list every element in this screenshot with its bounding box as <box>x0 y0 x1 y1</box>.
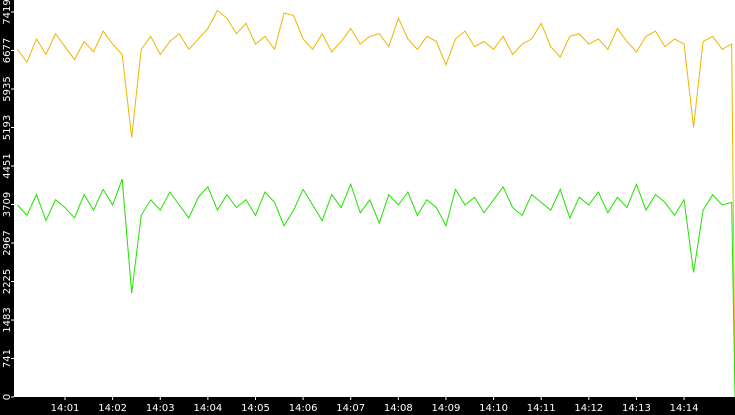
y-tick-label: 0 <box>2 394 13 400</box>
series-line <box>17 178 735 398</box>
y-axis-strip <box>0 0 14 415</box>
y-tick-label: 5193 <box>2 115 13 140</box>
x-tick-label: 14:14 <box>670 403 699 414</box>
y-tick-label: 5935 <box>2 76 13 101</box>
y-tick-label: 2967 <box>2 230 13 255</box>
y-tick-label: 7419 <box>2 0 13 25</box>
x-tick-label: 14:01 <box>51 403 80 414</box>
x-tick-label: 14:10 <box>479 403 508 414</box>
x-tick-label: 14:07 <box>336 403 365 414</box>
x-tick-label: 14:12 <box>574 403 603 414</box>
y-tick-label: 4451 <box>2 153 13 178</box>
x-tick-label: 14:13 <box>622 403 651 414</box>
x-axis-strip <box>0 397 735 415</box>
x-tick-label: 14:05 <box>241 403 270 414</box>
x-tick-label: 14:03 <box>146 403 175 414</box>
x-tick-label: 14:08 <box>384 403 413 414</box>
y-tick-label: 1483 <box>2 307 13 332</box>
x-tick-label: 14:02 <box>98 403 127 414</box>
series-line <box>16 9 735 382</box>
y-tick-label: 2225 <box>2 269 13 294</box>
y-tick-label: 741 <box>2 349 13 368</box>
x-tick-label: 14:04 <box>193 403 222 414</box>
y-tick-label: 3709 <box>2 192 13 217</box>
y-tick-label: 6677 <box>2 38 13 63</box>
x-tick-label: 14:09 <box>432 403 461 414</box>
x-tick-label: 14:11 <box>527 403 556 414</box>
x-tick-label: 14:06 <box>289 403 318 414</box>
